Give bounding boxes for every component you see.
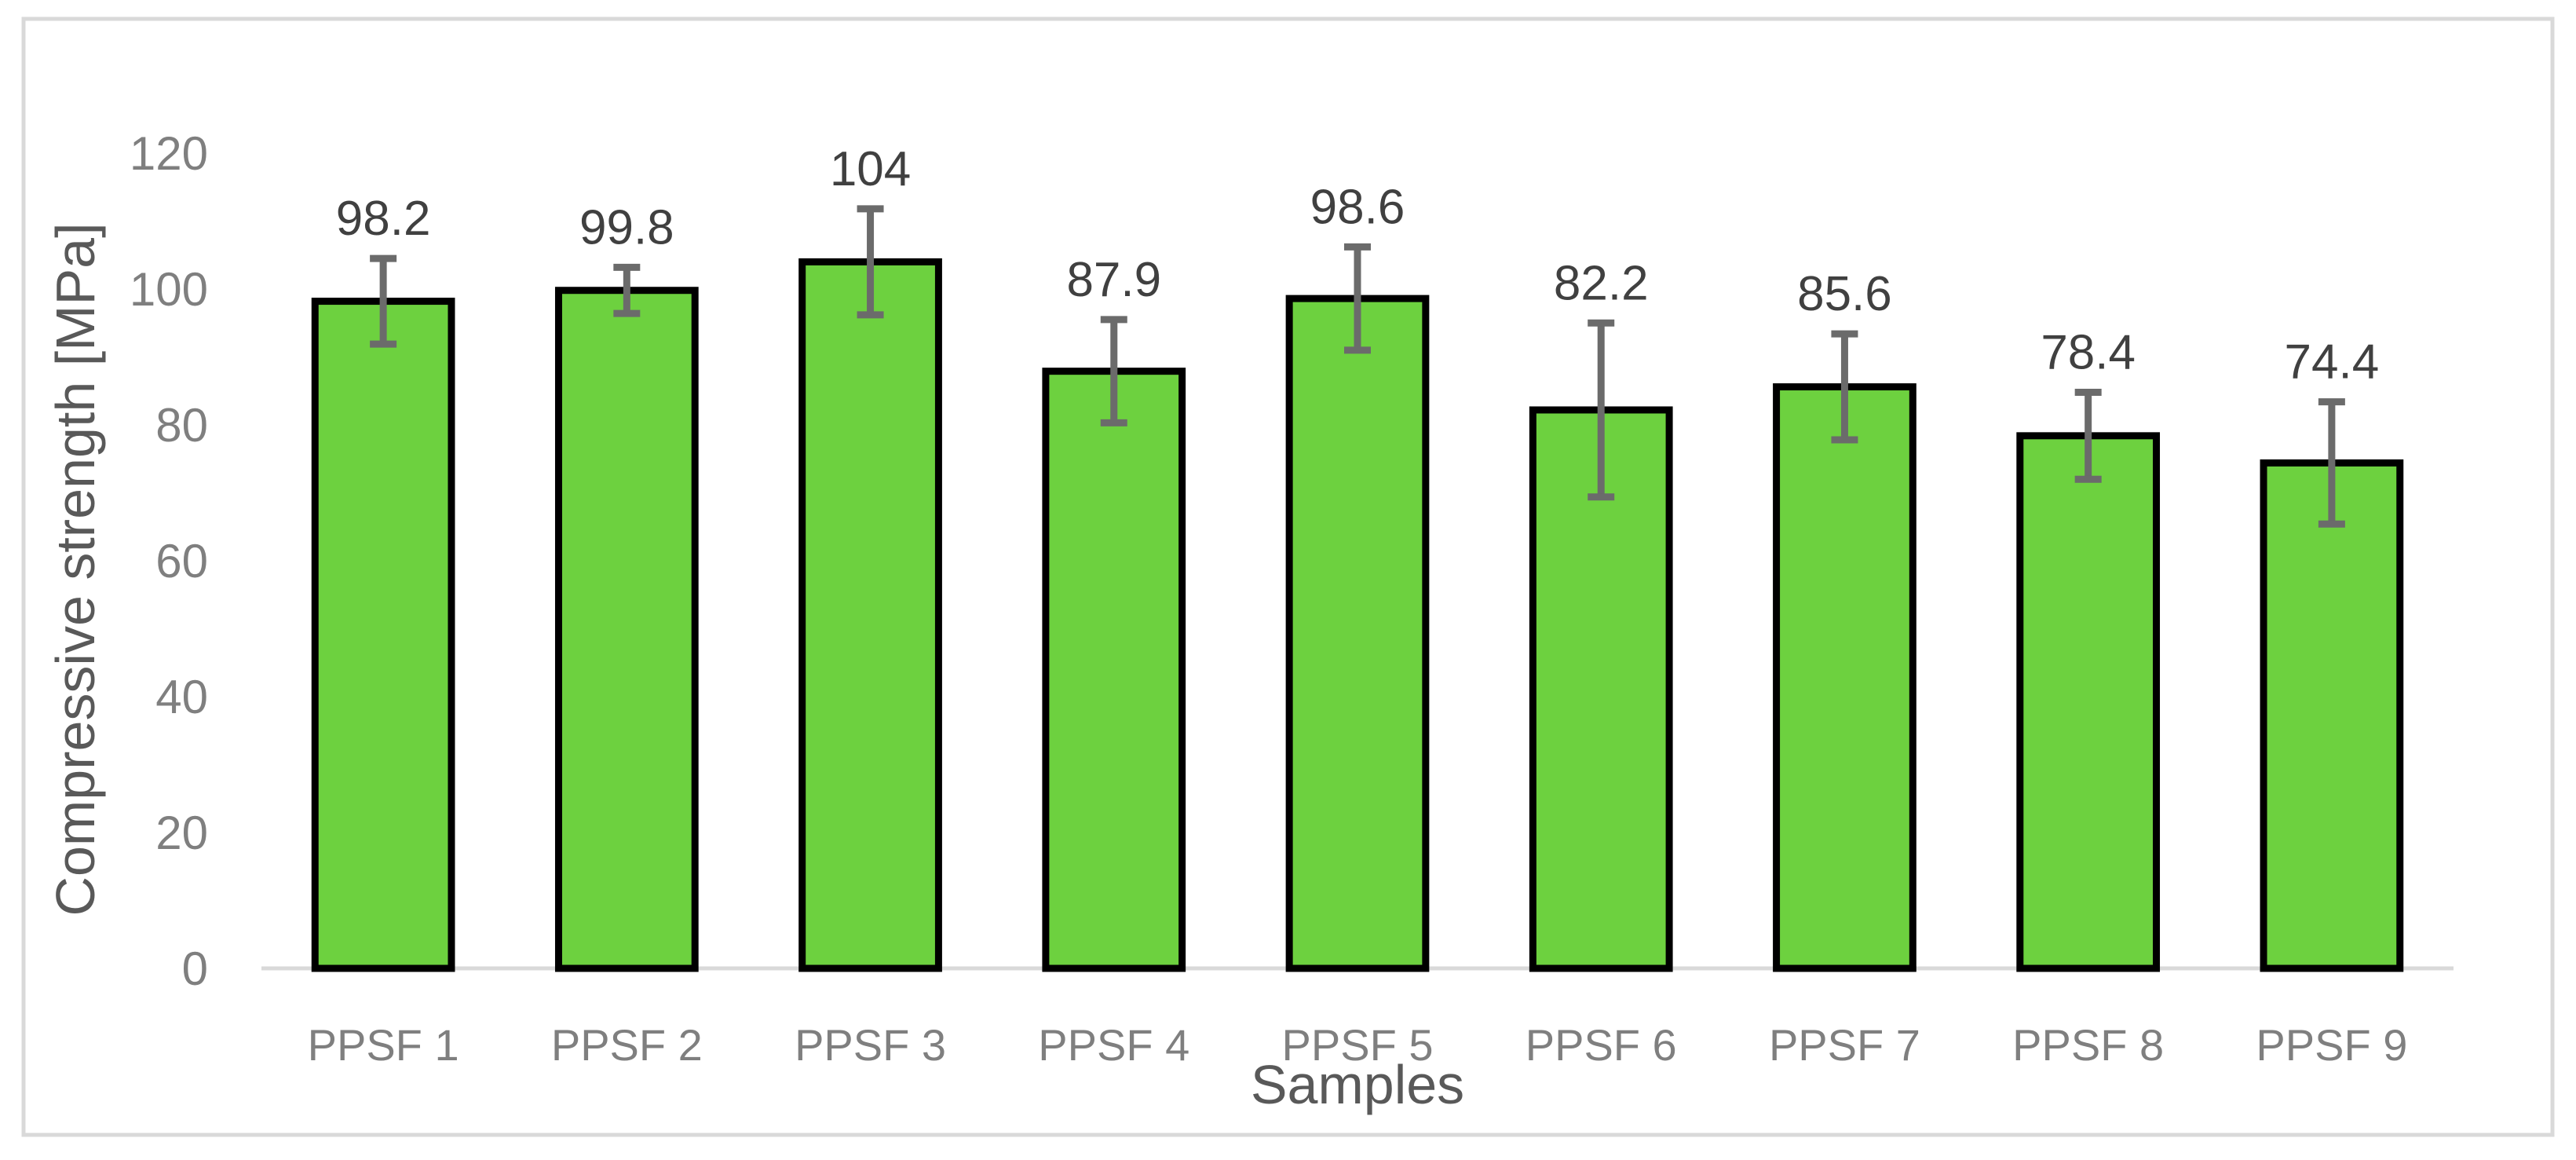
y-tick-label: 100 xyxy=(130,263,208,316)
data-label: 98.2 xyxy=(336,192,431,246)
data-label: 99.8 xyxy=(579,200,674,254)
data-label: 85.6 xyxy=(1797,267,1892,321)
x-tick-label: PPSF 5 xyxy=(1282,1020,1434,1070)
x-tick-label: PPSF 9 xyxy=(2256,1020,2407,1070)
bar xyxy=(554,287,699,972)
x-axis-title: Samples xyxy=(1251,1054,1464,1115)
y-axis-title: Compressive strength [MPa] xyxy=(45,222,106,916)
y-tick-label: 60 xyxy=(155,535,208,587)
data-label: 82.2 xyxy=(1554,256,1649,310)
bar xyxy=(798,258,942,972)
data-label: 98.6 xyxy=(1310,180,1405,234)
y-tick-label: 0 xyxy=(182,942,208,995)
x-axis-ticks: PPSF 1 PPSF 2 PPSF 3 PPSF 4 PPSF 5 PPSF 6 PPSF… xyxy=(308,1020,2408,1070)
bar xyxy=(2260,459,2404,972)
data-label: 87.9 xyxy=(1066,253,1161,307)
data-labels-group: 98.2 99.8 104 87.9 98.6 82.2 85.6 78.4 74.4 xyxy=(336,142,2379,390)
x-tick-label: PPSF 7 xyxy=(1769,1020,1920,1070)
y-tick-label: 120 xyxy=(130,127,208,180)
x-tick-label: PPSF 4 xyxy=(1038,1020,1189,1070)
x-tick-label: PPSF 2 xyxy=(551,1020,703,1070)
x-tick-label: PPSF 6 xyxy=(1526,1020,1677,1070)
bar xyxy=(311,298,455,972)
data-label: 104 xyxy=(830,142,911,196)
bar xyxy=(1773,383,1916,972)
x-tick-label: PPSF 3 xyxy=(795,1020,946,1070)
data-label: 78.4 xyxy=(2041,325,2136,379)
bar xyxy=(1529,406,1673,972)
bar xyxy=(2016,432,2161,972)
x-tick-label: PPSF 8 xyxy=(2012,1020,2164,1070)
data-label: 74.4 xyxy=(2285,335,2380,390)
y-tick-label: 40 xyxy=(155,671,208,723)
y-axis-ticks: 0 20 40 60 80 100 120 xyxy=(130,127,208,995)
x-tick-label: PPSF 1 xyxy=(308,1020,459,1070)
bar xyxy=(1042,368,1186,972)
y-tick-label: 80 xyxy=(155,399,208,452)
bar xyxy=(1285,295,1430,972)
y-tick-label: 20 xyxy=(155,807,208,859)
error-bars-group xyxy=(370,205,2345,528)
